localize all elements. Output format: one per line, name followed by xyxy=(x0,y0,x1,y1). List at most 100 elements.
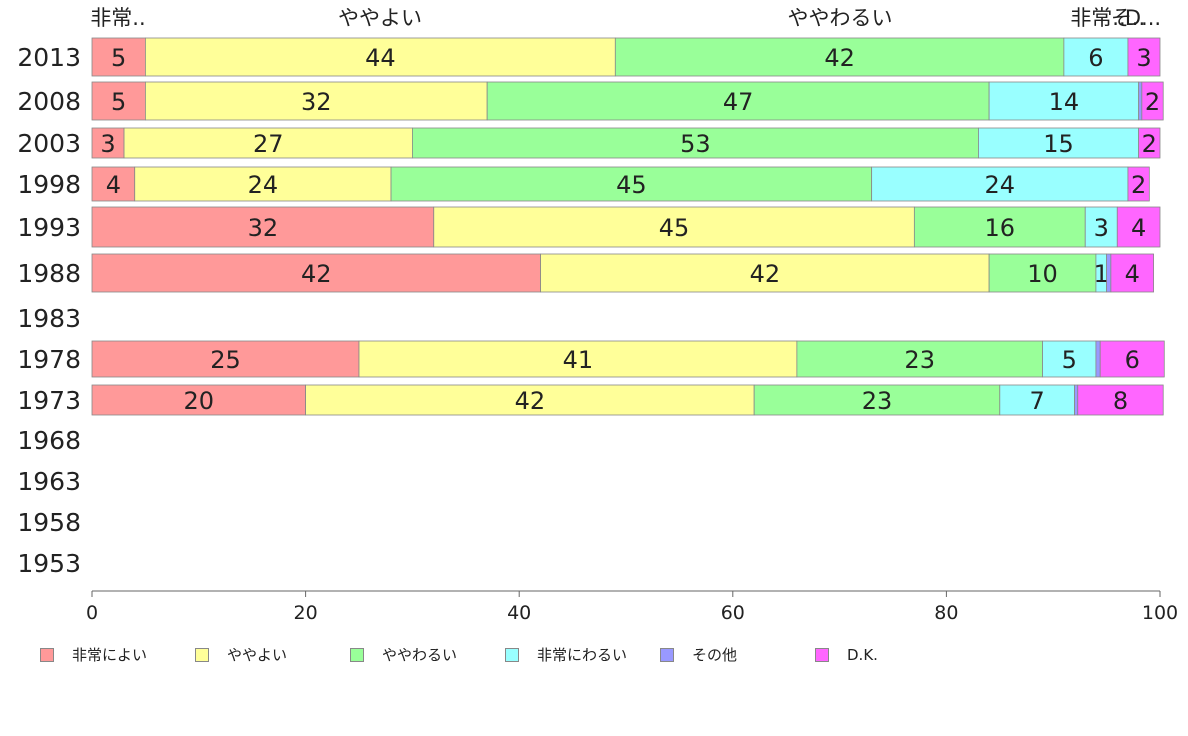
bar-segment xyxy=(1138,127,1161,159)
data-label: 3 xyxy=(100,130,115,158)
top-label: ややよい xyxy=(338,6,422,30)
category-label: 1958 xyxy=(17,508,81,537)
bar-segment xyxy=(91,166,136,202)
category-label: 1973 xyxy=(17,386,81,415)
bar-segment xyxy=(1084,206,1118,248)
bar-segment xyxy=(358,340,798,378)
category-label: 1968 xyxy=(17,426,81,455)
x-tick-label: 80 xyxy=(934,602,958,624)
legend-item: ややよい xyxy=(195,644,350,665)
data-label: 4 xyxy=(106,171,121,199)
category-label: 1963 xyxy=(17,467,81,496)
bar-segment xyxy=(91,253,541,293)
bar-segment xyxy=(91,340,360,378)
data-label: 5 xyxy=(111,88,126,116)
bar-segment xyxy=(486,81,990,121)
data-label: 4 xyxy=(1125,260,1140,288)
bar-segment xyxy=(1106,253,1112,293)
data-label: 45 xyxy=(616,171,647,199)
data-label: 5 xyxy=(1062,346,1077,374)
data-label: 24 xyxy=(985,171,1016,199)
bar-segment xyxy=(1099,340,1165,378)
data-label: 7 xyxy=(1030,387,1045,415)
x-tick-label: 0 xyxy=(86,602,98,624)
data-label: 2 xyxy=(1131,171,1146,199)
x-tick-label: 60 xyxy=(721,602,745,624)
bar-segment xyxy=(753,384,1001,416)
data-label: 2 xyxy=(1145,88,1160,116)
legend-swatch xyxy=(195,647,209,662)
x-tick-label: 20 xyxy=(294,602,318,624)
bar-segment xyxy=(1042,340,1097,378)
data-label: 42 xyxy=(515,387,546,415)
data-label: 42 xyxy=(824,44,855,72)
bar-segment xyxy=(1138,81,1143,121)
data-label: 16 xyxy=(985,214,1016,242)
legend-label: D.K. xyxy=(847,645,878,664)
data-label: 5 xyxy=(111,44,126,72)
legend-swatch xyxy=(40,647,54,662)
category-label: 1983 xyxy=(17,304,81,333)
bar-segment xyxy=(796,340,1043,378)
data-label: 3 xyxy=(1136,44,1151,72)
data-label: 44 xyxy=(365,44,396,72)
data-label: 42 xyxy=(750,260,781,288)
bar-segment xyxy=(540,253,990,293)
bar-segment xyxy=(614,37,1065,77)
data-label: 45 xyxy=(659,214,690,242)
bar-segment xyxy=(144,37,616,77)
bar-segment xyxy=(433,206,915,248)
top-label: D... xyxy=(1125,6,1161,30)
bar-segment xyxy=(1095,340,1101,378)
data-label: 53 xyxy=(680,130,711,158)
category-label: 2008 xyxy=(17,87,81,116)
data-label: 32 xyxy=(248,214,279,242)
x-tick-label: 100 xyxy=(1142,602,1178,624)
category-label: 1998 xyxy=(17,170,81,199)
bar-segment xyxy=(988,253,1097,293)
bar-segment xyxy=(1074,384,1079,416)
category-label: 1978 xyxy=(17,345,81,374)
data-label: 15 xyxy=(1043,130,1074,158)
top-label: 非常.. xyxy=(90,6,145,30)
bar-segment xyxy=(1077,384,1164,416)
legend-swatch xyxy=(660,647,674,662)
bar-segment xyxy=(1127,37,1161,77)
legend-label: 非常にわるい xyxy=(537,646,628,664)
legend-item: 非常によい xyxy=(40,644,195,665)
bar-segment xyxy=(871,166,1129,202)
legend-label: 非常によい xyxy=(72,646,148,664)
category-label: 1953 xyxy=(17,549,81,578)
top-label: ややわるい xyxy=(788,6,893,30)
data-label: 2 xyxy=(1142,130,1157,158)
data-label: 3 xyxy=(1094,214,1109,242)
data-label: 1 xyxy=(1094,260,1109,288)
data-label: 6 xyxy=(1125,346,1140,374)
data-label: 6 xyxy=(1088,44,1103,72)
x-tick-label: 40 xyxy=(507,602,531,624)
legend-item: その他 xyxy=(660,644,815,665)
legend-swatch xyxy=(350,647,364,662)
data-label: 25 xyxy=(210,346,241,374)
data-label: 23 xyxy=(862,387,893,415)
data-label: 14 xyxy=(1049,88,1080,116)
bar-segment xyxy=(978,127,1140,159)
data-label: 42 xyxy=(301,260,332,288)
legend-swatch xyxy=(505,647,519,662)
bar-segment xyxy=(91,81,146,121)
bar-segment xyxy=(1110,253,1154,293)
data-label: 47 xyxy=(723,88,754,116)
bar-segment xyxy=(1141,81,1164,121)
data-label: 8 xyxy=(1113,387,1128,415)
bar-segment xyxy=(411,127,979,159)
bar-segment xyxy=(91,127,125,159)
bar-segment xyxy=(1116,206,1161,248)
data-label: 27 xyxy=(253,130,284,158)
legend-item: D.K. xyxy=(815,646,970,664)
bar-segment xyxy=(988,81,1140,121)
data-label: 24 xyxy=(248,171,279,199)
bar-segment xyxy=(123,127,413,159)
data-label: 20 xyxy=(184,387,215,415)
legend-label: その他 xyxy=(692,646,738,664)
